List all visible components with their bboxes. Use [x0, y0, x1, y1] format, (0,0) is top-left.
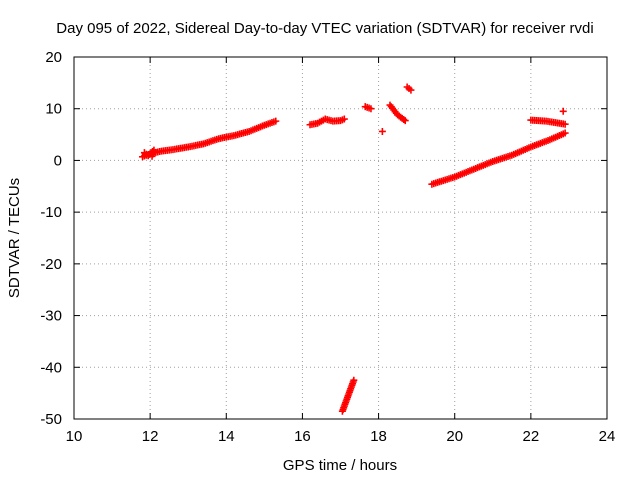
- series-arc-9: [527, 116, 569, 128]
- series-arc-2: [306, 115, 348, 129]
- y-tick-label: -40: [40, 359, 62, 376]
- y-tick-label: 10: [45, 101, 62, 118]
- data-point: [559, 107, 567, 115]
- series-arc-10: [559, 107, 567, 115]
- grid-lines: [74, 57, 607, 419]
- x-tick-label: 12: [142, 428, 159, 445]
- x-tick-label: 18: [370, 428, 387, 445]
- y-tick-label: -30: [40, 308, 62, 325]
- plot-frame: [73, 56, 608, 420]
- data-point: [400, 115, 408, 123]
- data-point: [401, 117, 409, 125]
- x-tick-label: 22: [523, 428, 540, 445]
- y-tick-label: -50: [40, 411, 62, 428]
- x-tick-label: 14: [218, 428, 235, 445]
- series-arc-5: [378, 127, 386, 135]
- data-point: [148, 152, 156, 160]
- y-tick-label: -10: [40, 204, 62, 221]
- x-tick-label: 16: [294, 428, 311, 445]
- series-arc-4: [361, 103, 375, 113]
- y-axis-label: SDTVAR / TECUs: [6, 178, 23, 298]
- data-point: [367, 105, 375, 113]
- y-tick-label: -20: [40, 256, 62, 273]
- data-point: [561, 120, 569, 128]
- x-tick-label: 20: [446, 428, 463, 445]
- series-arc-1: [139, 117, 280, 161]
- x-tick-label: 10: [66, 428, 83, 445]
- tick-labels: 10 12 14 16 18 20 22 24 -50 -40 -30 -20 -10 0 10 20: [40, 49, 615, 445]
- series-arc-3: [338, 376, 358, 415]
- y-tick-label: 20: [45, 49, 62, 66]
- y-tick-label: 0: [54, 152, 62, 169]
- data-point: [350, 376, 358, 384]
- data-point: [340, 115, 348, 123]
- data-points: [139, 83, 569, 415]
- series-arc-8: [428, 129, 569, 188]
- data-point: [407, 86, 415, 94]
- x-axis-label: GPS time / hours: [283, 457, 397, 474]
- data-point: [378, 127, 386, 135]
- data-point: [272, 117, 280, 125]
- series-arc-1-scatter: [140, 146, 158, 160]
- series-arc-7: [403, 83, 415, 94]
- data-point: [561, 129, 569, 137]
- x-tick-label: 24: [599, 428, 616, 445]
- chart-title: Day 095 of 2022, Sidereal Day-to-day VTE…: [56, 20, 593, 37]
- series-arc-6: [386, 101, 409, 125]
- axis-ticks: [73, 56, 608, 420]
